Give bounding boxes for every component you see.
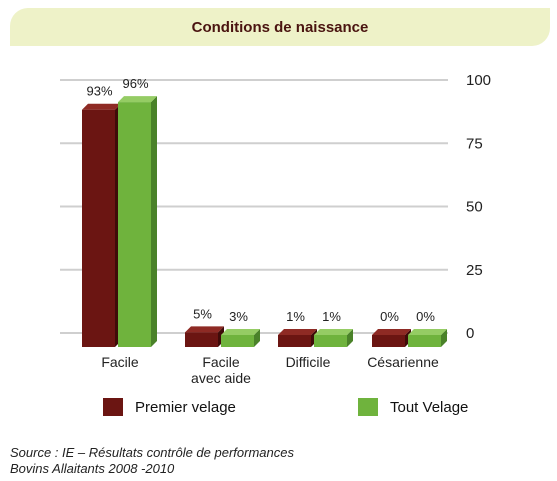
- legend-premier-velage: Premier velage: [103, 398, 236, 416]
- legend-swatch-premier: [103, 398, 123, 416]
- bar-tout-0: [118, 96, 157, 348]
- y-tick-label: 25: [466, 262, 483, 279]
- legend-tout-velage: Tout Velage: [358, 398, 468, 416]
- x-axis-categories: Facile Facile avec aide Difficile Césarienne: [101, 354, 439, 386]
- y-tick-label: 0: [466, 325, 474, 342]
- y-tick-label: 100: [466, 72, 491, 89]
- bar-value-label: 0%: [416, 309, 435, 324]
- legend-label-premier: Premier velage: [135, 398, 236, 416]
- x-category-label: Facile: [101, 354, 139, 370]
- bar-value-label: 5%: [193, 306, 212, 321]
- bar-tout-3: [408, 329, 447, 347]
- bar-tout-1: [221, 329, 260, 347]
- chart-title: Conditions de naissance: [191, 18, 369, 36]
- legend-label-tout: Tout Velage: [390, 398, 469, 416]
- bar-value-label: 3%: [229, 309, 248, 324]
- x-category-label: Facile avec aide: [191, 354, 251, 386]
- source-line-2: Bovins Allaitants 2008 -2010: [10, 461, 175, 476]
- bar-value-label: 1%: [286, 309, 305, 324]
- bars: 93% 96% 5% 3% 1% 1% 0% 0%: [82, 76, 447, 348]
- y-tick-label: 75: [466, 135, 483, 152]
- bar-value-label: 93%: [86, 84, 112, 99]
- legend-swatch-tout: [358, 398, 378, 416]
- chart-title-banner: Conditions de naissance: [10, 8, 550, 46]
- bar-premier-2: [278, 329, 317, 347]
- bar-premier-0: [82, 103, 121, 348]
- x-category-label: Césarienne: [367, 354, 439, 370]
- bar-value-label: 0%: [380, 309, 399, 324]
- bar-premier-1: [185, 326, 224, 347]
- y-tick-label: 50: [466, 199, 483, 216]
- source-line-1: Source : IE – Résultats contrôle de perf…: [10, 445, 294, 460]
- x-category-label: Difficile: [286, 354, 331, 370]
- bar-tout-2: [314, 329, 353, 347]
- bar-value-label: 96%: [122, 76, 148, 91]
- y-axis-ticks: 100 75 50 25 0: [466, 72, 491, 342]
- bar-premier-3: [372, 329, 411, 347]
- bar-value-label: 1%: [322, 309, 341, 324]
